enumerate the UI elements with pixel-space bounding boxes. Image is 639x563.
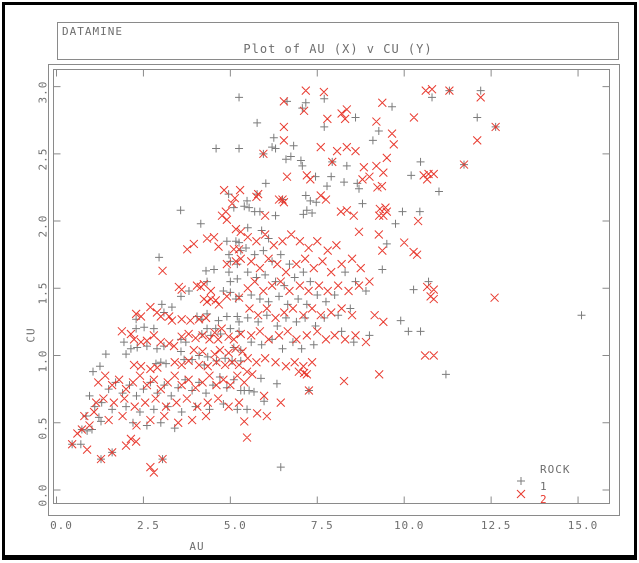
y-tick-label: 0.0 [36,483,50,507]
app-name-label: DATAMINE [62,25,123,38]
y-tick-label: 1.0 [36,349,50,372]
x-tick-label: 15.0 [567,519,599,532]
y-tick-label: 1.5 [36,281,50,305]
x-tick-label: 2.5 [136,519,160,532]
x-tick-label: 7.5 [310,519,334,532]
y-tick-label: 2.0 [36,214,50,238]
legend-title: ROCK [540,463,571,476]
y-axis-title: CU [24,327,38,343]
y-tick-label: 2.5 [36,147,50,171]
legend-entry-rock-1: 1 [540,480,548,493]
title-box: DATAMINE Plot of AU (X) v CU (Y) [57,22,619,60]
y-tick-label: 3.0 [36,80,50,104]
x-axis-title: AU [189,540,205,553]
legend-entry-rock-2: 2 [540,493,548,506]
y-tick-label: 0.5 [36,416,50,440]
x-tick-label: 0.0 [50,519,73,532]
x-tick-label: 10.0 [393,519,425,532]
x-tick-label: 12.5 [480,519,512,532]
x-tick-label: 5.0 [223,519,247,532]
plot-title: Plot of AU (X) v CU (Y) [243,42,433,56]
plot-outer-frame [48,64,620,516]
